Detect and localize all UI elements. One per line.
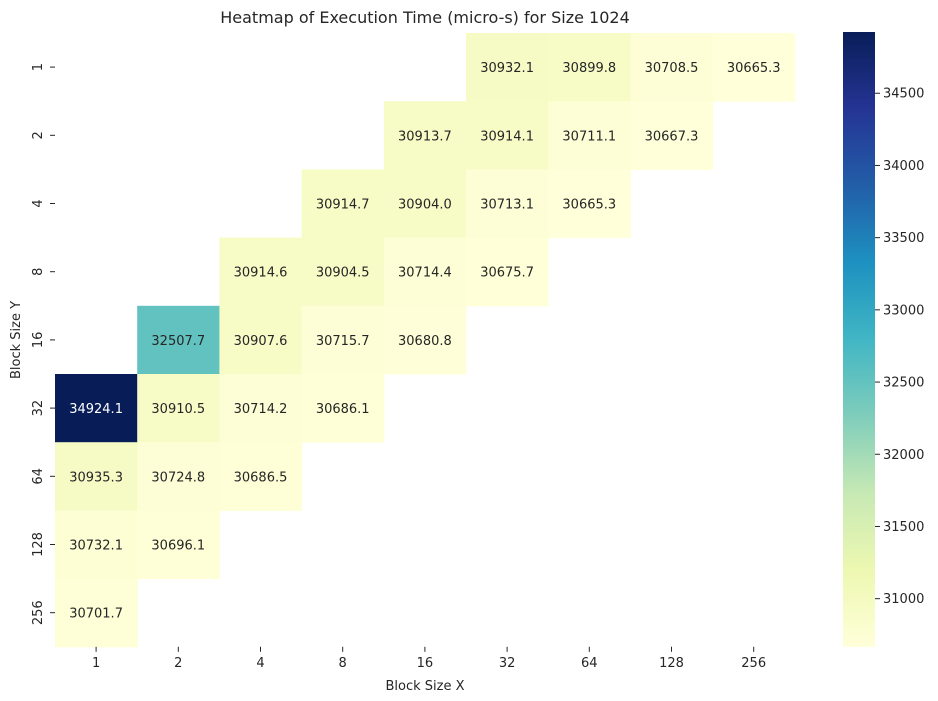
heatmap-cell xyxy=(630,101,714,170)
cell-value-label: 30675.7 xyxy=(480,266,534,281)
y-tick-label: 8 xyxy=(31,268,46,276)
cell-value-label: 30914.1 xyxy=(480,129,534,144)
cell-value-label: 30714.2 xyxy=(234,402,288,417)
heatmap-cell xyxy=(383,237,467,307)
cell-value-label: 30665.3 xyxy=(727,61,781,76)
x-tick-label: 2 xyxy=(174,656,182,671)
heatmap-cell xyxy=(55,510,138,580)
chart-title: Heatmap of Execution Time (micro-s) for … xyxy=(220,8,630,27)
y-tick-label: 4 xyxy=(31,199,46,207)
heatmap-cell xyxy=(55,578,138,648)
cell-value-label: 30708.5 xyxy=(645,61,699,76)
y-tick-label: 256 xyxy=(31,600,46,625)
x-tick-label: 128 xyxy=(659,656,684,671)
heatmap-cell xyxy=(219,374,303,443)
x-tick-label: 1 xyxy=(92,656,100,671)
cell-value-label: 30713.1 xyxy=(480,198,534,213)
cell-value-label: 30701.7 xyxy=(69,607,123,622)
y-tick-label: 2 xyxy=(31,131,46,139)
heatmap-cells: 30932.1 30899.8 30708.5 30665.3 30913.7 30914… xyxy=(55,33,796,648)
colorbar-tick-label: 34500 xyxy=(883,87,924,102)
x-tick-label: 64 xyxy=(581,656,598,671)
colorbar-tick-label: 32000 xyxy=(883,448,924,463)
colorbar-tick-label: 32500 xyxy=(883,376,924,391)
cell-value-label: 30686.1 xyxy=(316,402,370,417)
cell-value-label: 30715.7 xyxy=(316,334,370,349)
heatmap-cell xyxy=(137,305,220,375)
heatmap-cell xyxy=(219,305,303,375)
x-axis-ticks: 1 2 4 8 16 32 64 128 256 xyxy=(92,646,766,671)
cell-value-label: 30935.3 xyxy=(69,470,123,485)
heatmap-cell xyxy=(630,33,714,102)
x-tick-label: 32 xyxy=(499,656,516,671)
x-tick-label: 8 xyxy=(339,656,347,671)
cell-value-label: 30686.5 xyxy=(234,470,288,485)
heatmap-cell xyxy=(301,305,385,375)
cell-value-label: 30904.0 xyxy=(398,198,452,213)
heatmap-cell xyxy=(383,305,467,375)
heatmap-cell xyxy=(548,101,631,170)
cell-value-label: 30913.7 xyxy=(398,129,452,144)
heatmap-cell xyxy=(219,237,303,307)
heatmap-cell xyxy=(466,101,549,170)
cell-value-label: 30904.5 xyxy=(316,266,370,281)
heatmap-cell xyxy=(219,442,303,511)
x-tick-label: 16 xyxy=(417,656,434,671)
y-tick-label: 32 xyxy=(31,400,46,417)
cell-value-label: 30667.3 xyxy=(645,129,699,144)
cell-value-label: 30899.8 xyxy=(562,61,616,76)
x-tick-label: 256 xyxy=(741,656,766,671)
cell-value-label: 30914.6 xyxy=(234,266,288,281)
heatmap-cell xyxy=(712,33,796,102)
cell-value-label: 30907.6 xyxy=(234,334,288,349)
cell-value-label: 30724.8 xyxy=(151,470,205,485)
cell-value-label: 30711.1 xyxy=(562,129,616,144)
colorbar-tick-label: 34000 xyxy=(883,159,924,174)
colorbar: 31000 31500 32000 32500 33000 33500 34000 34500 xyxy=(843,32,924,647)
y-tick-label: 128 xyxy=(31,532,46,557)
y-axis-label: Block Size Y xyxy=(9,301,24,379)
colorbar-tick-label: 33500 xyxy=(883,231,924,246)
heatmap-cell xyxy=(548,33,631,102)
colorbar-tick-label: 31000 xyxy=(883,592,924,607)
cell-value-label: 30910.5 xyxy=(151,402,205,417)
heatmap-cell xyxy=(137,442,220,511)
heatmap-cell xyxy=(55,442,138,511)
heatmap-cell xyxy=(383,101,467,170)
colorbar-tick-label: 31500 xyxy=(883,520,924,535)
heatmap-cell xyxy=(466,237,549,307)
y-tick-label: 64 xyxy=(31,468,46,485)
x-tick-label: 4 xyxy=(256,656,264,671)
y-axis-ticks: 1 2 4 8 16 32 64 128 256 xyxy=(31,63,55,625)
heatmap-cell xyxy=(466,33,549,102)
heatmap-cell xyxy=(55,374,138,443)
cell-value-label: 30680.8 xyxy=(398,334,452,349)
heatmap-cell xyxy=(548,169,631,239)
colorbar-gradient xyxy=(843,32,875,647)
y-tick-label: 1 xyxy=(31,63,46,71)
cell-value-label: 30696.1 xyxy=(151,539,205,554)
heatmap-cell xyxy=(137,510,220,580)
cell-value-label: 30732.1 xyxy=(69,539,123,554)
y-tick-label: 16 xyxy=(31,332,46,349)
heatmap-cell xyxy=(466,169,549,239)
cell-value-label: 30665.3 xyxy=(562,198,616,213)
cell-value-label: 30714.4 xyxy=(398,266,452,281)
x-axis-label: Block Size X xyxy=(385,679,464,694)
heatmap-cell xyxy=(301,169,385,239)
heatmap-cell xyxy=(383,169,467,239)
heatmap-cell xyxy=(137,374,220,443)
cell-value-label: 32507.7 xyxy=(151,334,205,349)
cell-value-label: 30914.7 xyxy=(316,198,370,213)
heatmap-cell xyxy=(301,374,385,443)
colorbar-tick-label: 33000 xyxy=(883,303,924,318)
cell-value-label: 34924.1 xyxy=(69,402,123,417)
heatmap-cell xyxy=(301,237,385,307)
cell-value-label: 30932.1 xyxy=(480,61,534,76)
